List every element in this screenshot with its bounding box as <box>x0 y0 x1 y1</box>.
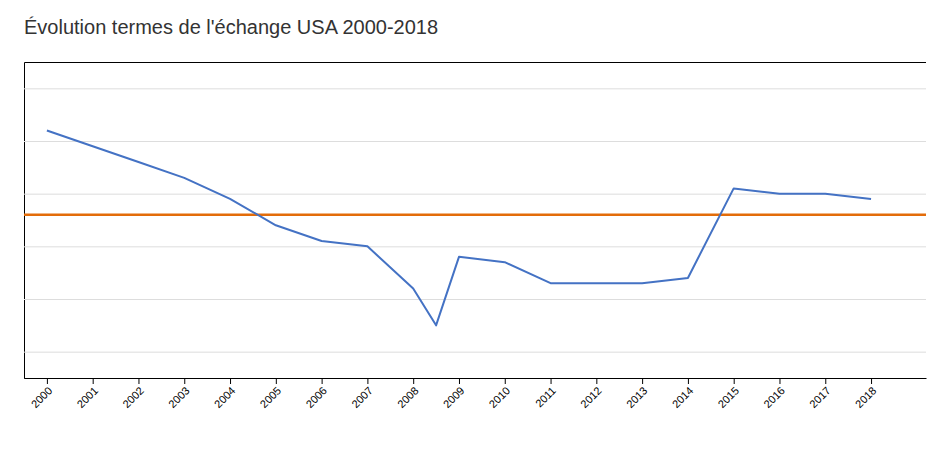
x-tick-mark <box>184 378 185 384</box>
x-tick-label: 2002 <box>120 384 146 410</box>
y-tick <box>24 141 926 142</box>
grid-line <box>24 88 926 89</box>
x-tick-mark <box>276 378 277 384</box>
plot: 2000 2001 2002 2003 2004 2005 2006 2007 2008 2009… <box>24 63 927 411</box>
x-tick: 2010 <box>486 378 512 410</box>
x-tick-label: 2018 <box>853 384 879 410</box>
grid-line <box>24 299 926 300</box>
x-tick-label: 2012 <box>578 384 604 410</box>
x-tick: 2002 <box>120 378 146 410</box>
x-tick: 2018 <box>853 378 879 410</box>
x-tick-mark <box>596 378 597 384</box>
x-tick: 2017 <box>807 378 833 410</box>
x-tick-label: 2016 <box>761 384 787 410</box>
x-tick-label: 2000 <box>29 384 55 410</box>
grid-line <box>24 246 926 247</box>
x-tick-label: 2001 <box>74 384 100 410</box>
grid-line <box>24 141 926 142</box>
x-tick-label: 2010 <box>486 384 512 410</box>
x-tick-mark <box>367 378 368 384</box>
x-axis: 2000 2001 2002 2003 2004 2005 2006 2007 2008 2009… <box>25 378 927 410</box>
x-tick-mark <box>459 378 460 384</box>
x-tick: 2015 <box>715 378 741 410</box>
x-tick-label: 2009 <box>441 384 467 410</box>
x-tick-label: 2004 <box>212 384 238 410</box>
grid-line <box>24 352 926 353</box>
x-tick-mark <box>734 378 735 384</box>
x-tick: 2007 <box>349 378 375 410</box>
x-tick: 2014 <box>670 378 696 410</box>
chart: Évolution termes de l'échange USA 2000-2… <box>0 0 950 450</box>
y-axis <box>24 63 926 379</box>
x-tick-mark <box>551 378 552 384</box>
y-tick <box>24 352 926 353</box>
x-tick-mark <box>779 378 780 384</box>
x-tick-label: 2011 <box>533 384 558 409</box>
x-tick-mark <box>93 378 94 384</box>
x-tick-mark <box>825 378 826 384</box>
x-tick-mark <box>47 378 48 384</box>
x-tick: 2003 <box>166 378 192 410</box>
x-tick-label: 2003 <box>166 384 192 410</box>
x-tick-label: 2017 <box>807 384 833 410</box>
x-tick-mark <box>138 378 139 384</box>
x-tick: 2009 <box>441 378 467 410</box>
y-axis-line <box>25 63 927 379</box>
x-tick-label: 2014 <box>670 384 696 410</box>
x-tick-label: 2008 <box>395 384 421 410</box>
x-tick-mark <box>871 378 872 384</box>
x-tick: 2016 <box>761 378 787 410</box>
x-tick-label: 2005 <box>258 384 284 410</box>
x-tick: 2000 <box>29 378 55 410</box>
reference-line <box>24 213 926 216</box>
x-tick: 2001 <box>74 378 100 410</box>
x-tick: 2011 <box>533 378 558 410</box>
y-tick <box>24 88 926 89</box>
series-line <box>47 130 871 325</box>
x-tick-mark <box>413 378 414 384</box>
x-tick-label: 2015 <box>715 384 741 410</box>
x-tick: 2008 <box>395 378 421 410</box>
x-tick-mark <box>322 378 323 384</box>
x-tick: 2012 <box>578 378 604 410</box>
x-tick-label: 2007 <box>349 384 375 410</box>
x-tick-label: 2013 <box>624 384 650 410</box>
x-tick-mark <box>230 378 231 384</box>
x-tick-mark <box>642 378 643 384</box>
y-tick <box>24 246 926 247</box>
title: Évolution termes de l'échange USA 2000-2… <box>24 16 438 38</box>
x-tick-mark <box>505 378 506 384</box>
x-tick: 2005 <box>258 378 284 410</box>
x-tick: 2013 <box>624 378 650 410</box>
x-axis-line <box>25 378 927 379</box>
x-tick: 2004 <box>212 378 238 410</box>
x-tick: 2006 <box>303 378 329 410</box>
x-tick-mark <box>688 378 689 384</box>
x-tick-label: 2006 <box>303 384 329 410</box>
marks <box>24 130 926 325</box>
y-tick <box>24 299 926 300</box>
